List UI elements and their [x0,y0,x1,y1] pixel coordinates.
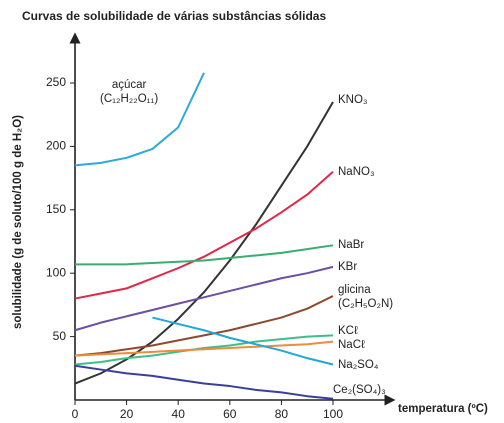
series-label: KBr [338,261,358,273]
y-tick-label: 50 [53,329,67,343]
series-label: Ce₂(SO₄)₃ [333,384,386,396]
series-label: NaNO₃ [338,166,375,178]
series-label: KCℓ [338,325,358,337]
series-label: glicina (C₂H₅O₂N) [338,284,394,310]
y-axis-label: solubilidade (g de soluto/100 g de H₂O) [12,115,24,329]
x-tick-label: 40 [172,407,186,421]
x-axis-label: temperatura (ºC) [398,403,488,415]
y-tick-label: 150 [46,202,66,216]
x-tick-label: 80 [275,407,289,421]
series-label: NaCℓ [338,339,365,351]
x-tick-label: 0 [72,407,79,421]
series-label: açúcar (C₁₂H₂₂O₁₁) [100,79,159,105]
chart-title: Curvas de solubilidade de várias substân… [22,9,327,23]
series-label: Na₂SO₄ [338,359,379,371]
series-line [74,334,334,366]
x-tick-label: 60 [223,407,237,421]
series-line [152,316,334,366]
x-tick-label: 20 [120,407,134,421]
series-label: NaBr [338,239,365,251]
series-line [74,101,334,385]
y-tick-label: 100 [46,265,66,279]
series-line [74,340,334,357]
series-line [74,72,205,167]
series-line [74,171,334,300]
x-tick-label: 100 [323,407,343,421]
series-line [74,364,334,400]
series-line [74,265,334,332]
series-line [75,244,334,266]
series-line [74,295,334,357]
y-tick-label: 200 [46,139,66,153]
series-label: KNO₃ [338,94,368,106]
y-tick-label: 250 [46,75,66,89]
